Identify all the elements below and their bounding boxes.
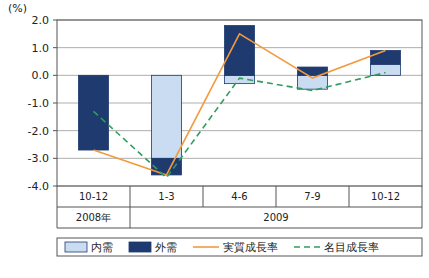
- x-tick-label: 7-9: [304, 191, 320, 202]
- legend-box: [57, 238, 422, 256]
- bar: [152, 75, 182, 158]
- plot-frame: [57, 20, 422, 186]
- chart-container: 2.0 1.0 0.0 -1.0 -2.0 -3.0 -4.0 (%) 10-12 1-3 4-6 7…: [0, 0, 429, 278]
- marks: [79, 26, 401, 178]
- y-axis-label: (%): [8, 2, 27, 15]
- tick-mark: [53, 186, 57, 187]
- y-tick-label: -1.0: [28, 97, 49, 110]
- x-tick-label: 10-12: [79, 191, 108, 202]
- y-tick-label: -2.0: [28, 125, 49, 138]
- table-line: [57, 207, 422, 208]
- grid-line: [57, 103, 422, 104]
- line: [94, 73, 386, 178]
- x-tick-label: 1-3: [158, 191, 174, 202]
- tick-mark: [53, 130, 57, 131]
- y-tick-label: 1.0: [32, 42, 50, 55]
- table-line: [57, 186, 58, 228]
- legend-swatch: [294, 246, 320, 248]
- legend-swatch: [193, 246, 219, 248]
- tick-mark: [53, 75, 57, 76]
- tick-mark: [53, 47, 57, 48]
- chart-svg: 2.0 1.0 0.0 -1.0 -2.0 -3.0 -4.0 (%) 10-12 1-3 4-6 7…: [0, 0, 429, 278]
- legend-swatch: [129, 242, 151, 252]
- grid-line: [57, 130, 422, 131]
- x-tick-label: 10-12: [371, 191, 400, 202]
- legend-label: 実質成長率: [223, 241, 278, 254]
- y-tick-label: -4.0: [28, 180, 49, 193]
- bar: [79, 75, 109, 150]
- tick-mark: [53, 158, 57, 159]
- line: [94, 34, 386, 175]
- plot-area: [57, 20, 422, 186]
- y-tick-label: 2.0: [32, 14, 50, 27]
- bar: [371, 50, 401, 64]
- x-group-label: 2008年: [76, 212, 111, 223]
- bar: [371, 64, 401, 75]
- bar: [152, 158, 182, 175]
- table-line: [276, 186, 277, 207]
- legend-label: 内需: [91, 241, 113, 254]
- tick-mark: [53, 20, 57, 21]
- grid-line: [57, 158, 422, 159]
- legend-label: 名目成長率: [324, 241, 379, 254]
- legend-swatch: [65, 242, 87, 252]
- table-line: [203, 186, 204, 207]
- table-line: [349, 186, 350, 207]
- tick-mark: [53, 103, 57, 104]
- y-tick-label: 0.0: [32, 69, 50, 82]
- table-line: [130, 186, 131, 207]
- y-tick-label: -3.0: [28, 152, 49, 165]
- table-line: [57, 228, 422, 229]
- x-group-label: 2009: [263, 212, 288, 223]
- legend-label: 外需: [155, 241, 177, 254]
- table-line: [422, 186, 423, 228]
- table-line: [130, 207, 131, 228]
- x-tick-label: 4-6: [231, 191, 247, 202]
